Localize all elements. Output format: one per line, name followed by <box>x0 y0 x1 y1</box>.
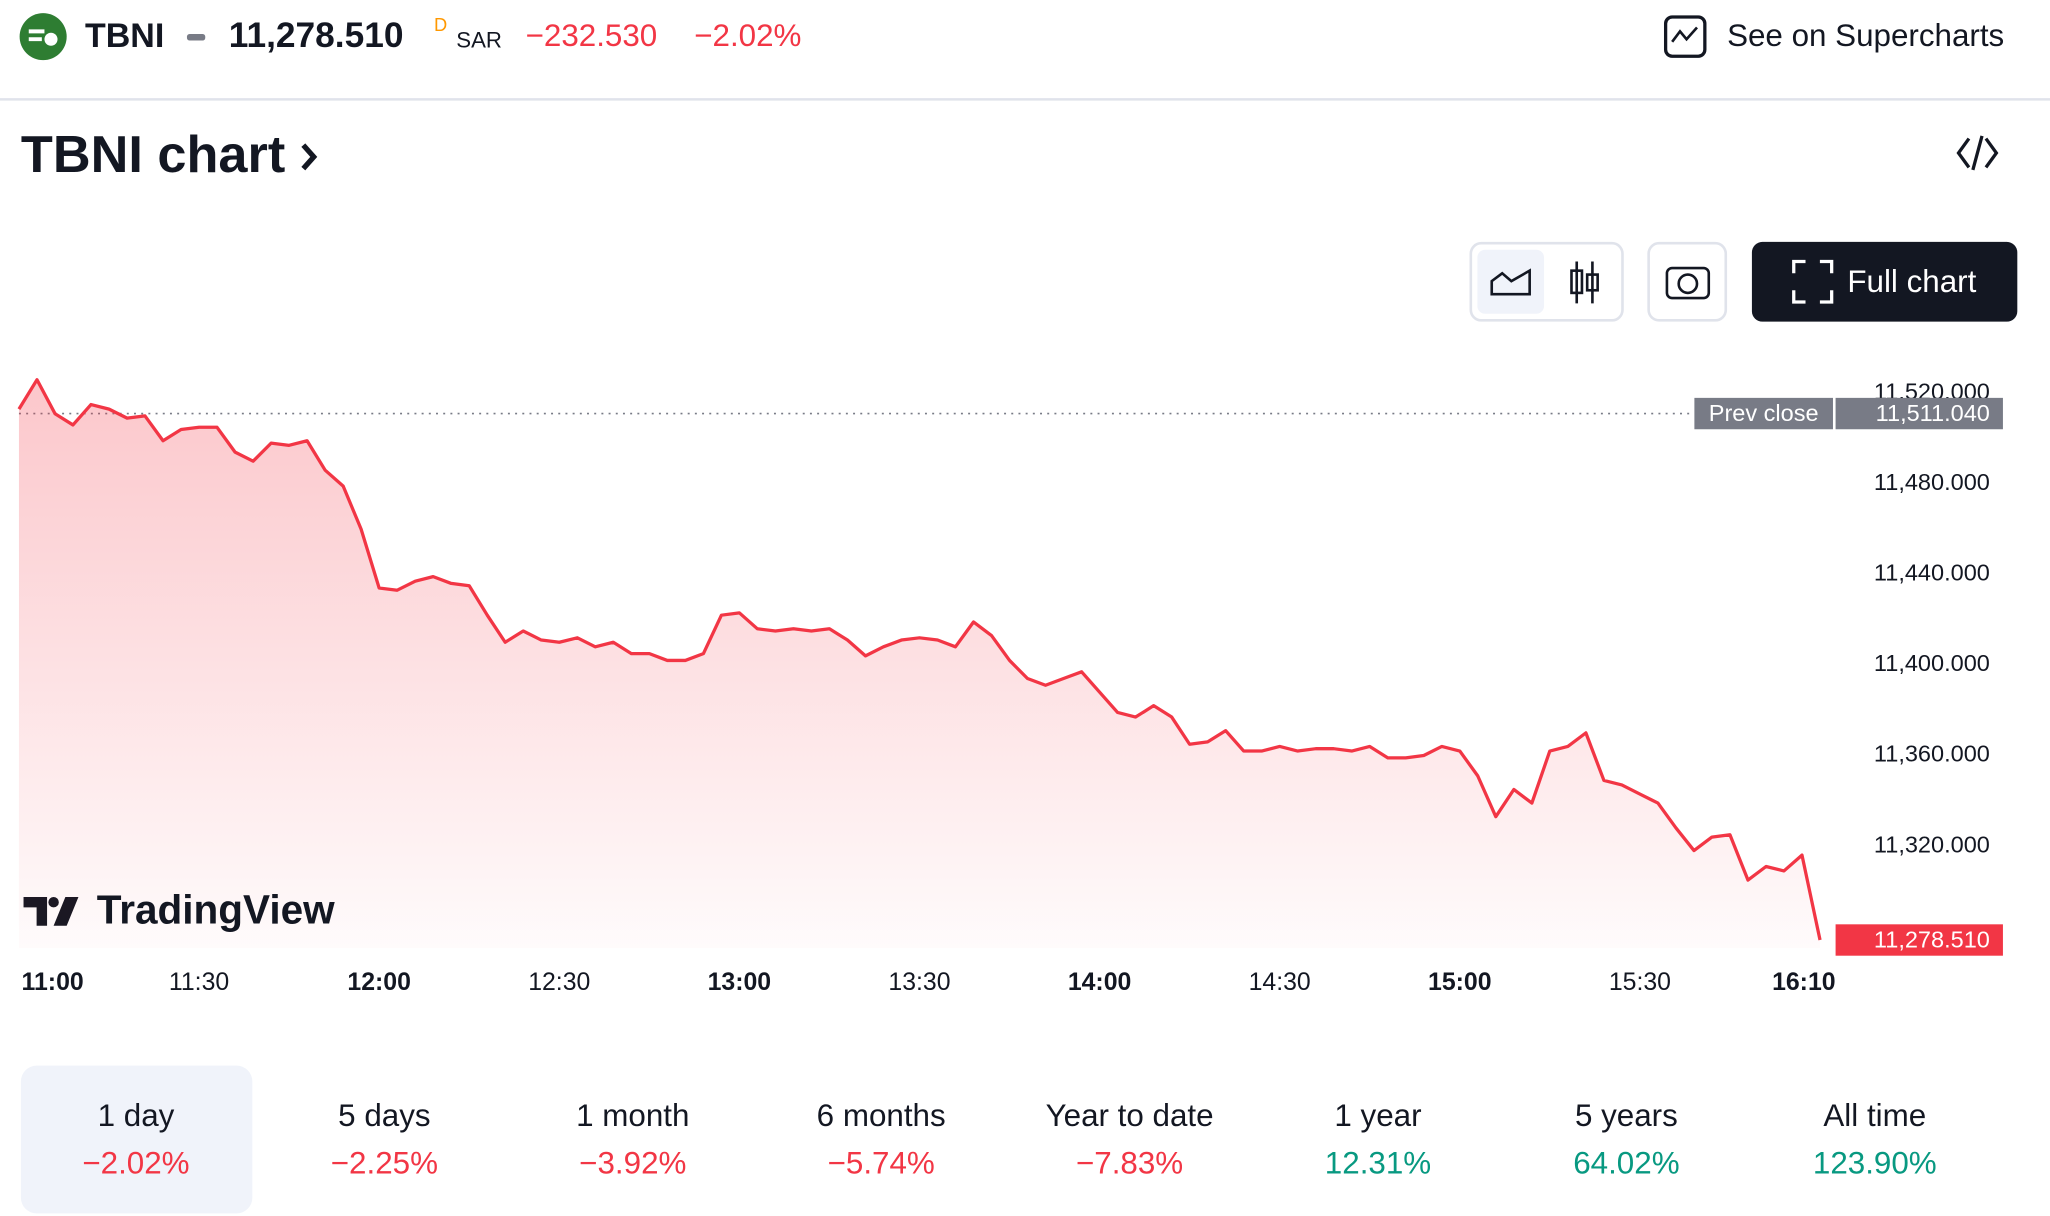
y-tick-label: 11,320.000 <box>1874 831 1990 857</box>
x-tick-label: 13:30 <box>888 969 950 996</box>
x-tick-label: 14:30 <box>1249 969 1311 996</box>
candle-icon <box>1570 269 1584 295</box>
period-name[interactable]: All time <box>1823 1098 1926 1133</box>
snapshot-button[interactable] <box>1647 241 1728 322</box>
period-change: −2.02% <box>82 1145 189 1180</box>
area <box>18 379 1821 948</box>
logo-glyph <box>44 32 58 46</box>
x-tick-label: 11:00 <box>22 969 84 996</box>
x-tick-label: 16:10 <box>1772 969 1836 996</box>
x-tick-label: 15:00 <box>1428 969 1492 996</box>
full-chart-icon <box>1792 259 1834 304</box>
y-tick-label: 11,360.000 <box>1874 741 1990 767</box>
x-tick-label: 13:00 <box>708 969 772 996</box>
embed-icon[interactable] <box>1956 135 1999 171</box>
last-price-tag <box>1835 924 2003 956</box>
periods: 1 day −2.02% 5 days −2.25% 1 month −3.92% 6 mo… <box>20 1065 1937 1214</box>
prev-close-value: 11,511.040 <box>1876 400 1990 426</box>
x-tick-label: 11:30 <box>169 969 229 996</box>
chevron <box>301 143 318 171</box>
full-chart-button[interactable] <box>1751 241 2018 322</box>
supercharts-icon <box>1671 26 1698 43</box>
supercharts-link[interactable]: See on Supercharts <box>1727 18 2004 53</box>
chart: 11,320.000 11,360.000 11,400.000 11,440.000… <box>17 378 2003 996</box>
x-tick-label: 12:30 <box>528 969 590 996</box>
prev-close-tag <box>1694 397 1833 430</box>
period-change: 123.90% <box>1813 1145 1937 1180</box>
y-tick-label: 11,400.000 <box>1874 650 1990 676</box>
y-tick-label: 11,480.000 <box>1874 469 1990 495</box>
logo <box>19 13 67 61</box>
period-change: −5.74% <box>828 1145 935 1180</box>
period-name[interactable]: 5 years <box>1575 1098 1678 1133</box>
period-name[interactable]: 1 day <box>98 1098 175 1133</box>
x-tick-label: 12:00 <box>347 969 411 996</box>
chart-title[interactable]: TBNI chart <box>21 126 285 184</box>
y-tick-label: 11,440.000 <box>1874 560 1990 586</box>
prev-close-value-tag <box>1835 397 2003 430</box>
period-change: −3.92% <box>579 1145 686 1180</box>
logo-glyph <box>28 29 45 42</box>
period-name[interactable]: 5 days <box>338 1098 430 1133</box>
period-name[interactable]: 1 year <box>1334 1098 1421 1133</box>
period-change: −7.83% <box>1076 1145 1183 1180</box>
full-chart-label: Full chart <box>1847 264 1976 299</box>
period-change: 64.02% <box>1573 1145 1679 1180</box>
area-icon <box>1490 268 1531 296</box>
price-line <box>17 378 1822 941</box>
period-change: −2.25% <box>331 1145 438 1180</box>
change-pct: −2.02% <box>694 18 801 53</box>
last-price-label: 11,278.510 <box>1874 927 1990 953</box>
camera-icon <box>1677 273 1699 295</box>
flag: D <box>434 14 447 35</box>
candle-icon <box>1585 273 1599 292</box>
supercharts-icon[interactable] <box>1663 15 1707 58</box>
x-tick-label: 14:00 <box>1068 969 1132 996</box>
period-change: 12.31% <box>1325 1145 1431 1180</box>
period-name[interactable]: Year to date <box>1046 1098 1214 1133</box>
symbol: TBNI <box>85 17 164 55</box>
camera-icon <box>1665 266 1711 300</box>
x-tick-label: 15:30 <box>1609 969 1671 996</box>
status-dash <box>186 33 206 41</box>
currency: SAR <box>456 28 502 53</box>
candle-icon[interactable] <box>1575 261 1594 304</box>
period-selected <box>20 1065 253 1214</box>
period-name[interactable]: 6 months <box>817 1098 946 1133</box>
brand-name: TradingView <box>97 886 335 932</box>
price: 11,278.510 <box>229 16 404 55</box>
prev-close-label: Prev close <box>1709 400 1819 426</box>
change: −232.530 <box>526 18 658 53</box>
period-name[interactable]: 1 month <box>576 1098 689 1133</box>
